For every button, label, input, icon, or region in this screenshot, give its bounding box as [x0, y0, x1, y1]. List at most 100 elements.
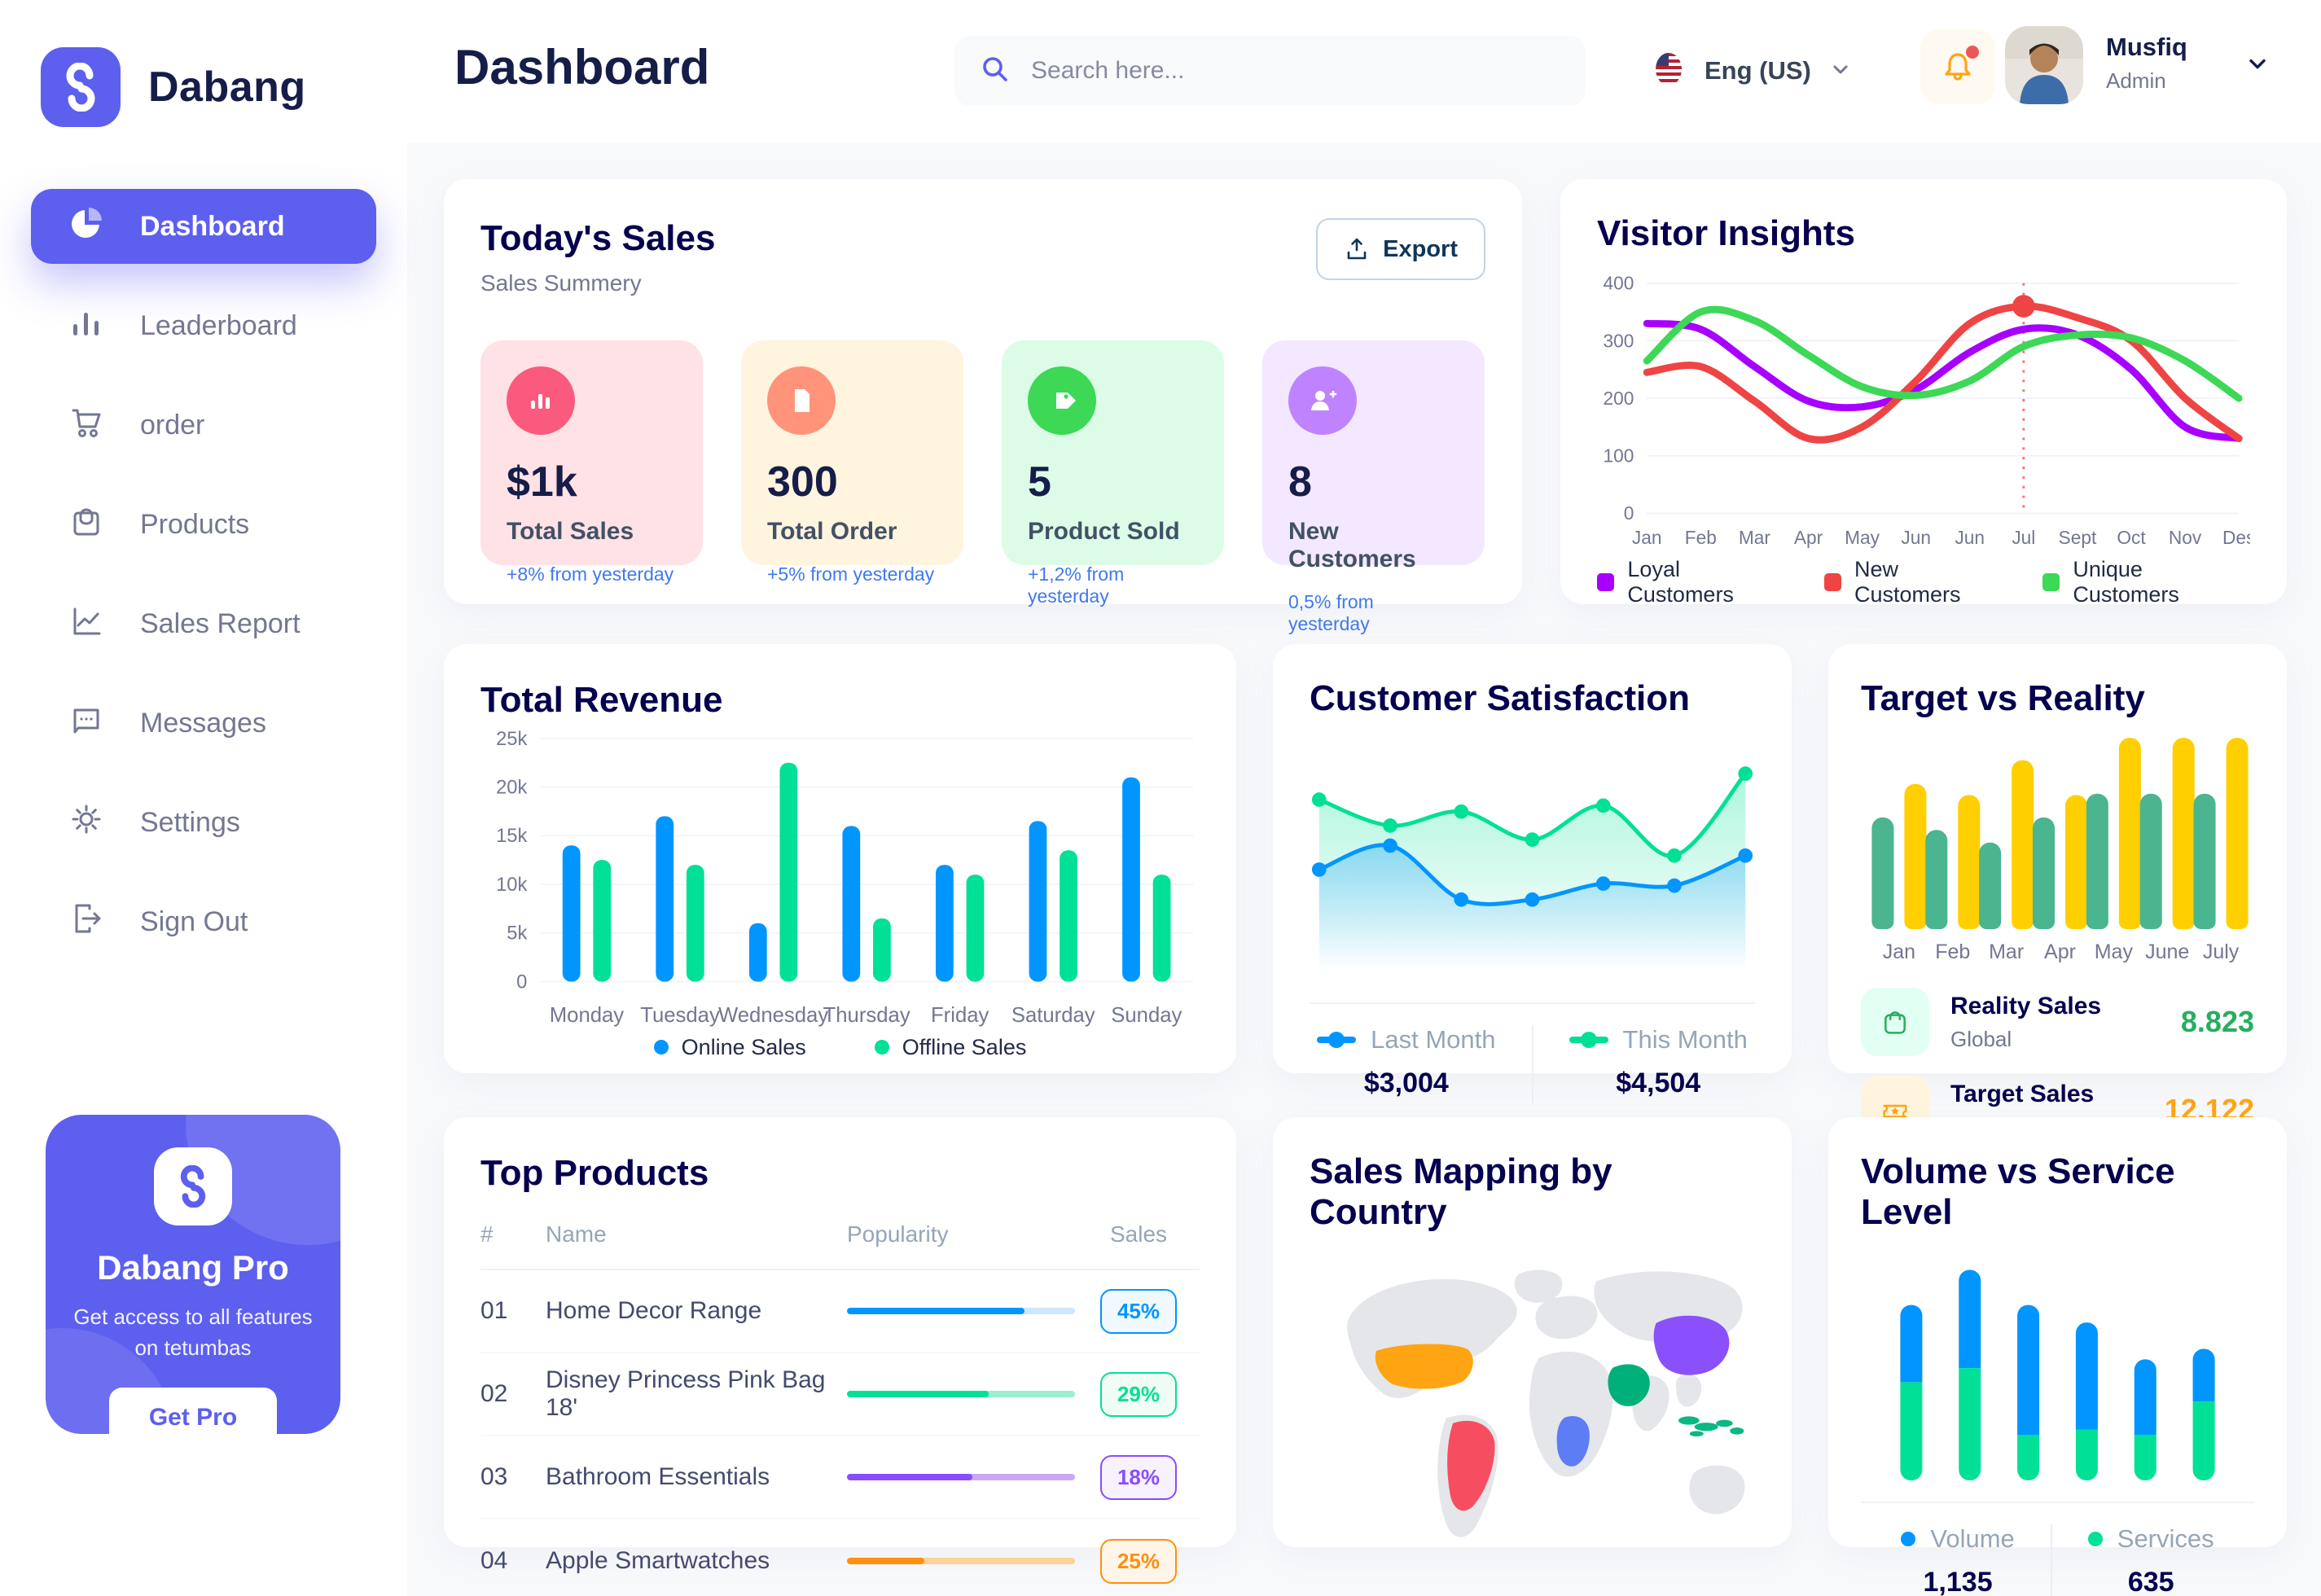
user-name: Musfiq: [2106, 33, 2187, 61]
svg-text:25k: 25k: [496, 729, 527, 750]
sales-badge: 45%: [1100, 1288, 1177, 1334]
sales-mapping-card: Sales Mapping by Country: [1273, 1117, 1792, 1547]
new-customers-card: 8 New Customers 0,5% from yesterday: [1262, 340, 1485, 634]
avatar[interactable]: [2005, 26, 2083, 104]
card-title: Volume vs Service Level: [1861, 1151, 2175, 1232]
user-chevron-down-icon[interactable]: [2244, 50, 2271, 81]
legend-dot: [874, 1040, 889, 1055]
visitor-insights-chart: 0 100 200 300 400 Jan Feb Mar Apr May Jun Jun Jul Sep…: [1597, 272, 2250, 554]
card-title: Today's Sales: [480, 218, 716, 258]
sidebar-item-messages[interactable]: Messages: [31, 686, 376, 761]
metric-change: +5% from yesterday: [767, 563, 935, 585]
chart-legend: Online Sales Offline Sales: [480, 1035, 1200, 1060]
svg-text:400: 400: [1604, 273, 1634, 294]
legend-swatch: [1823, 572, 1842, 591]
metric-change: +1,2% from yesterday: [1028, 563, 1125, 607]
product-name: Home Decor Range: [546, 1297, 762, 1324]
svg-text:10k: 10k: [496, 875, 527, 896]
export-icon: [1347, 238, 1367, 260]
svg-text:Apr: Apr: [1794, 527, 1823, 548]
main-content: Today's Sales Sales Summery Export $1k T…: [407, 142, 2321, 1596]
metric-value: 8: [1288, 458, 1312, 506]
sidebar-item-label: Messages: [140, 707, 266, 739]
language-label: Eng (US): [1705, 56, 1811, 85]
product-name: Disney Princess Pink Bag 18': [546, 1366, 826, 1421]
total-revenue-card: Total Revenue 0 5k 10k 15k 20k 25k Monday Tuesd…: [444, 644, 1236, 1073]
sales-badge: 25%: [1100, 1538, 1177, 1584]
table-row: 03 Bathroom Essentials 18%: [480, 1436, 1200, 1519]
legend-dot: [2087, 1532, 2103, 1546]
svg-text:Mar: Mar: [1989, 940, 2024, 963]
sidebar-item-order[interactable]: order: [31, 388, 376, 463]
popularity-bar: [847, 1391, 1075, 1397]
sales-summary-cards: $1k Total Sales +8% from yesterday 300 T…: [480, 340, 1485, 634]
notifications-button[interactable]: [1920, 29, 1995, 104]
product-rank: 03: [480, 1463, 508, 1490]
svg-text:Feb: Feb: [1685, 527, 1717, 548]
sidebar-item-label: Dashboard: [140, 210, 285, 242]
brand-name: Dabang: [148, 64, 306, 111]
svg-text:June: June: [2145, 940, 2189, 963]
svg-text:Oct: Oct: [2117, 527, 2146, 548]
metric-value: 300: [767, 458, 838, 506]
sidebar-item-settings[interactable]: Settings: [31, 785, 376, 860]
sidebar-item-label: Leaderboard: [140, 309, 297, 341]
search-bar[interactable]: [954, 36, 1586, 106]
language-selector[interactable]: Eng (US): [1651, 42, 1852, 99]
legend-label: Last Month: [1371, 1025, 1496, 1054]
target-vs-reality-card: Target vs Reality Jan Feb Mar Apr May June Jul…: [1828, 644, 2287, 1144]
shopping-bag-icon: [67, 502, 106, 548]
chat-bubble-icon: [67, 700, 106, 747]
legend-value: 1,135: [1923, 1567, 1993, 1596]
divider: [1310, 1002, 1755, 1005]
divider: [1861, 1502, 2254, 1503]
total-revenue-chart: 0 5k 10k 15k 20k 25k Monday Tuesday Wednesday Thu…: [480, 727, 1200, 1035]
pro-subtitle: Get access to all features on tetumbas: [73, 1304, 313, 1360]
svg-text:Mar: Mar: [1739, 527, 1771, 548]
metric-label: Total Order: [767, 518, 897, 545]
card-title: Top Products: [480, 1153, 709, 1193]
user-role: Admin: [2106, 68, 2166, 93]
legend-label: Services: [2117, 1524, 2214, 1553]
world-map: [1347, 1269, 1745, 1537]
card-title: Total Revenue: [480, 680, 723, 720]
svg-text:Des: Des: [2222, 527, 2250, 548]
sidebar-item-products[interactable]: Products: [31, 487, 376, 562]
sidebar-item-sign-out[interactable]: Sign Out: [31, 884, 376, 959]
sidebar-item-leaderboard[interactable]: Leaderboard: [31, 288, 376, 363]
bell-icon: [1945, 53, 1971, 81]
sign-out-icon: [67, 899, 106, 945]
pro-upsell-card: Dabang Pro Get access to all features on…: [46, 1115, 340, 1434]
chevron-down-icon: [1829, 58, 1852, 85]
svg-text:Thursday: Thursday: [823, 1004, 910, 1027]
user-meta: Musfiq Admin: [2106, 33, 2187, 94]
tag-icon: [1028, 366, 1096, 435]
popularity-bar: [847, 1308, 1075, 1314]
svg-text:Friday: Friday: [931, 1004, 989, 1027]
top-products-table: # Name Popularity Sales 01 Home Decor Ra…: [480, 1221, 1200, 1596]
chart-legend: Volume 1,135 Services 635: [1861, 1524, 2254, 1596]
sidebar-item-label: Settings: [140, 806, 240, 838]
legend-label: Target Sales: [1950, 1080, 2095, 1107]
svg-text:May: May: [1845, 527, 1880, 548]
search-input[interactable]: [1031, 57, 1561, 85]
metric-label: Product Sold: [1028, 518, 1180, 545]
divider: [2050, 1524, 2052, 1596]
sidebar-item-sales-report[interactable]: Sales Report: [31, 586, 376, 661]
sidebar-item-label: Sign Out: [140, 905, 248, 937]
legend-line-icon: [1569, 1032, 1608, 1049]
legend-line-icon: [1317, 1032, 1357, 1049]
search-icon: [979, 53, 1011, 90]
get-pro-button[interactable]: Get Pro: [109, 1388, 277, 1434]
svg-text:5k: 5k: [507, 923, 527, 945]
export-button[interactable]: Export: [1316, 218, 1485, 280]
sidebar-nav: Dashboard Leaderboard order: [0, 189, 407, 959]
col-rank: #: [480, 1221, 494, 1247]
metric-label: New Customers: [1288, 518, 1416, 572]
line-chart-icon: [67, 601, 106, 647]
volume-vs-service-chart: [1861, 1244, 2254, 1485]
sidebar-item-dashboard[interactable]: Dashboard: [31, 189, 376, 264]
product-rank: 01: [480, 1297, 508, 1324]
gear-icon: [67, 800, 106, 846]
metric-value: 5: [1028, 458, 1051, 506]
